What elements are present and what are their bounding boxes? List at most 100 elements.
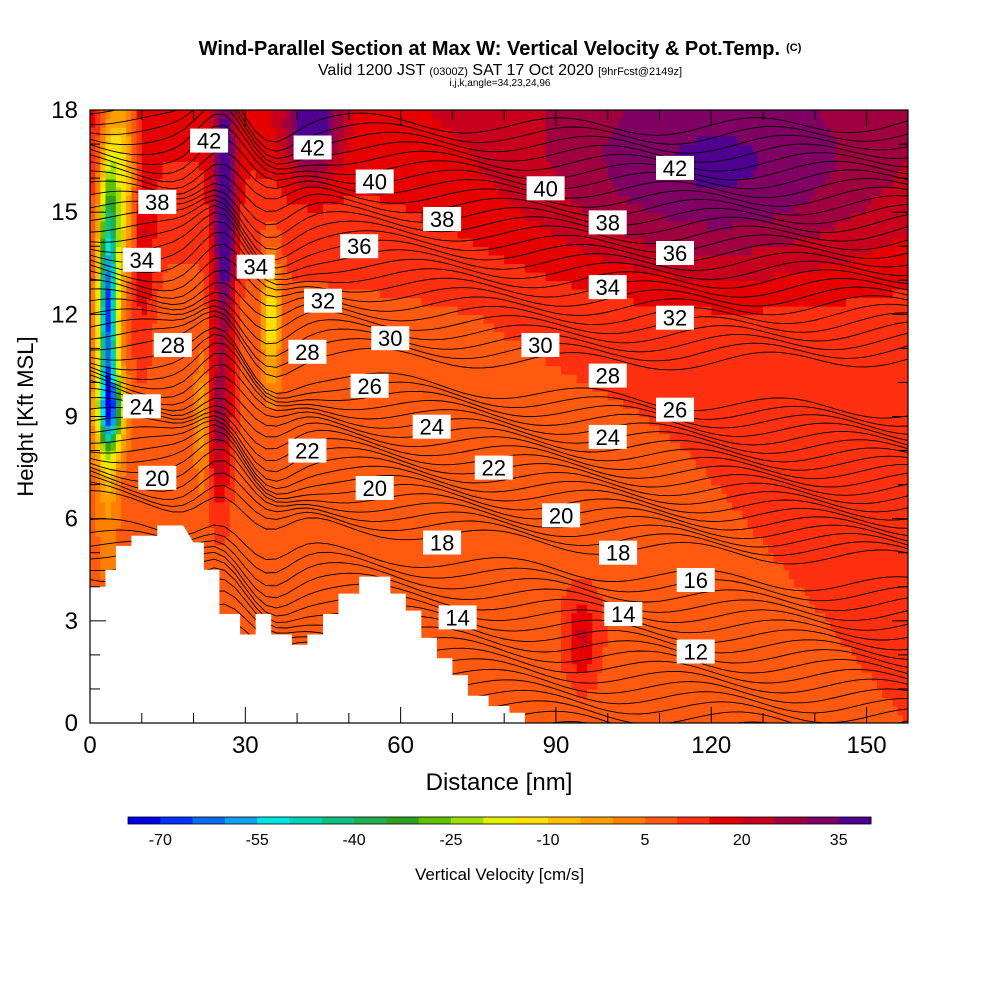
isentrope-label-text: 24 — [419, 415, 443, 440]
isentrope-label: 28 — [154, 333, 192, 358]
isentrope-label-text: 12 — [683, 640, 707, 665]
isentrope-label: 20 — [542, 503, 580, 528]
isentrope-label: 18 — [599, 541, 637, 566]
colorbar-swatch — [354, 817, 387, 824]
colorbar-swatch — [451, 817, 484, 824]
isentrope-label-text: 28 — [295, 340, 319, 365]
isentrope-label: 18 — [423, 531, 461, 556]
isentrope-label-text: 26 — [663, 398, 687, 423]
colorbar-swatch — [386, 817, 419, 824]
isentrope-label-text: 20 — [145, 466, 169, 491]
y-tick-label: 9 — [65, 404, 78, 431]
colorbar-tick-label: 20 — [733, 832, 751, 849]
colorbar-swatch — [580, 817, 613, 824]
isentrope-label-text: 42 — [663, 156, 687, 181]
isentrope-label-text: 40 — [533, 176, 557, 201]
colorbar-swatch — [839, 817, 872, 824]
chart-title: Wind-Parallel Section at Max W: Vertical… — [0, 38, 1000, 61]
isentrope-label-text: 32 — [663, 306, 687, 331]
colorbar-swatch — [516, 817, 549, 824]
isentrope-label-text: 42 — [197, 129, 221, 154]
colorbar-swatch — [806, 817, 839, 824]
isentrope-label-text: 34 — [243, 255, 267, 280]
isentrope-label: 38 — [423, 207, 461, 232]
isentrope-label-text: 30 — [378, 326, 402, 351]
isentrope-label-text: 20 — [549, 503, 573, 528]
isentrope-label: 22 — [288, 439, 326, 464]
colorbar-tick-label: -40 — [343, 832, 366, 849]
x-tick-label: 90 — [543, 732, 570, 759]
x-tick-label: 120 — [691, 732, 731, 759]
isentrope-label: 24 — [123, 394, 161, 419]
isentrope-label-text: 14 — [611, 602, 635, 627]
y-tick-label: 0 — [65, 710, 78, 737]
valid-time: Valid 1200 JST — [318, 62, 425, 79]
x-tick-label: 150 — [847, 732, 887, 759]
forecast-info: [9hrFcst@2149z] — [598, 66, 682, 78]
colorbar-swatch — [257, 817, 290, 824]
isentrope-label-text: 36 — [347, 234, 371, 259]
isentrope-label-text: 20 — [362, 476, 386, 501]
isentrope-label-text: 38 — [145, 190, 169, 215]
colorbar-tick-label: 5 — [640, 832, 649, 849]
y-tick-label: 6 — [65, 506, 78, 533]
isentrope-label: 34 — [237, 255, 275, 280]
x-tick-label: 0 — [83, 732, 96, 759]
isentrope-label: 28 — [589, 364, 627, 389]
isentrope-label-text: 32 — [311, 289, 335, 314]
colorbar-swatch — [613, 817, 646, 824]
x-tick-label: 60 — [387, 732, 414, 759]
y-tick-label: 3 — [65, 608, 78, 635]
isentrope-label-text: 16 — [683, 568, 707, 593]
isentrope-label-text: 28 — [161, 333, 185, 358]
colorbar-tick-label: 35 — [830, 832, 848, 849]
isentrope-label: 20 — [356, 476, 394, 501]
colorbar-swatch — [225, 817, 258, 824]
colorbar-swatch — [677, 817, 710, 824]
isentrope-label-text: 34 — [130, 248, 154, 273]
isentrope-label-text: 24 — [595, 425, 619, 450]
colorbar-swatch — [290, 817, 323, 824]
isentrope-label: 26 — [351, 374, 389, 399]
x-tick-label: 30 — [232, 732, 259, 759]
isentrope-label-text: 40 — [362, 170, 386, 195]
isentrope-label-text: 22 — [295, 439, 319, 464]
colorbar-swatch — [710, 817, 743, 824]
valid-date: SAT 17 Oct 2020 — [472, 62, 593, 79]
isentrope-label: 14 — [604, 602, 642, 627]
isentrope-label-text: 34 — [595, 275, 619, 300]
colorbar-swatch — [774, 817, 807, 824]
y-tick-label: 12 — [51, 301, 78, 328]
isentrope-label: 20 — [138, 466, 176, 491]
y-axis-label: Height [Kft MSL] — [13, 336, 38, 496]
isentrope-label-text: 28 — [595, 364, 619, 389]
colorbar-swatch — [419, 817, 452, 824]
colorbar-tick-label: -10 — [536, 832, 559, 849]
isentrope-label: 32 — [304, 289, 342, 314]
isentrope-label: 26 — [656, 398, 694, 423]
copyright-mark: (C) — [786, 42, 801, 54]
isentrope-label: 34 — [589, 275, 627, 300]
utc-time: (0300Z) — [429, 66, 468, 78]
isentrope-label: 16 — [677, 568, 715, 593]
isentrope-label: 38 — [138, 190, 176, 215]
colorbar-swatch — [193, 817, 226, 824]
isentrope-label: 22 — [475, 456, 513, 481]
x-axis-label: Distance [nm] — [426, 769, 573, 796]
isentrope-label-text: 38 — [430, 207, 454, 232]
isentrope-label: 36 — [656, 241, 694, 266]
colorbar-tick-label: -25 — [439, 832, 462, 849]
isentrope-label: 32 — [656, 306, 694, 331]
colorbar-swatch — [322, 817, 355, 824]
isentrope-label-text: 30 — [528, 333, 552, 358]
isentrope-label: 24 — [413, 415, 451, 440]
isentrope-label: 30 — [371, 326, 409, 351]
colorbar-swatch — [160, 817, 193, 824]
isentrope-label: 14 — [439, 605, 477, 630]
isentrope-label: 12 — [677, 640, 715, 665]
isentrope-label-text: 18 — [606, 541, 630, 566]
colorbar-swatch — [483, 817, 516, 824]
